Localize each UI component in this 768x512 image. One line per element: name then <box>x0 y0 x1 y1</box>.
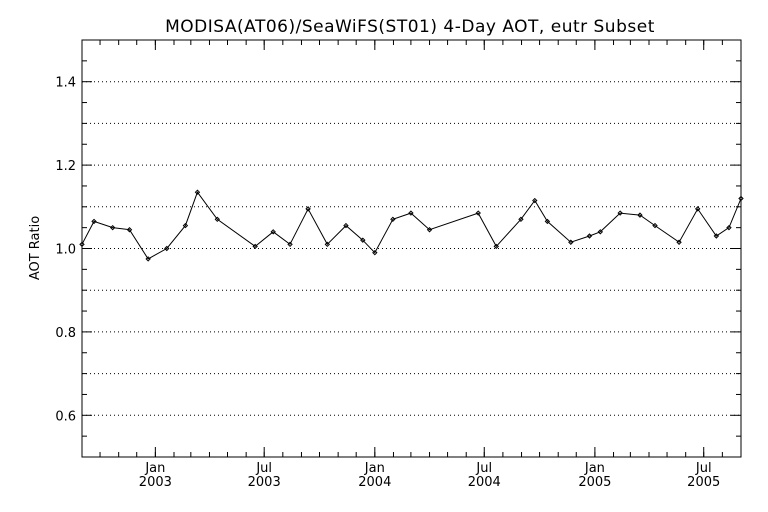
plot-frame <box>81 39 742 458</box>
x-tick-label-month: Jan <box>364 461 385 476</box>
y-tick-label: 1.2 <box>55 159 76 174</box>
x-tick-label-month: Jan <box>584 461 605 476</box>
x-tick-label-year: 2005 <box>578 475 611 490</box>
data-point <box>532 197 538 204</box>
data-point <box>79 241 85 248</box>
data-point <box>738 195 744 202</box>
x-tick-label-year: 2004 <box>358 475 391 490</box>
data-point <box>652 222 658 229</box>
x-tick-label-year: 2005 <box>687 475 720 490</box>
y-tick-label: 0.6 <box>55 409 76 424</box>
data-point <box>270 229 276 235</box>
data-point <box>676 239 682 245</box>
x-axis: Jan2003Jul2003Jan2004Jul2004Jan2005Jul20… <box>81 40 742 490</box>
data-point <box>372 249 378 256</box>
y-tick-label: 1.4 <box>55 76 76 91</box>
data-point <box>145 256 151 262</box>
data-point <box>164 245 170 252</box>
data-point <box>518 216 524 223</box>
chart-title: MODISA(AT06)/SeaWiFS(ST01) 4-Day AOT, eu… <box>165 17 655 37</box>
x-tick-label-year: 2003 <box>248 475 281 490</box>
data-point <box>637 212 643 218</box>
data-point <box>252 243 258 250</box>
x-tick-label-month: Jul <box>255 461 272 476</box>
data-point <box>408 210 414 216</box>
data-point <box>91 218 97 225</box>
x-tick-label-month: Jul <box>695 461 712 476</box>
y-axis-label: AOT Ratio <box>28 216 43 280</box>
data-point <box>695 206 701 212</box>
data-point <box>214 216 220 223</box>
y-axis: 0.6 0.8 1.0 1.2 1.4 <box>55 39 741 458</box>
data-point <box>305 206 311 212</box>
data-point <box>617 210 623 216</box>
data-point <box>713 233 720 239</box>
data-point <box>109 224 116 231</box>
y-tick-label: 1.0 <box>55 243 76 258</box>
data-point <box>493 243 499 250</box>
data-point <box>544 218 551 225</box>
data-point <box>182 222 189 229</box>
y-tick-label: 0.8 <box>55 326 76 341</box>
x-tick-label-month: Jul <box>475 461 492 476</box>
data-point <box>568 239 574 245</box>
series-group <box>79 189 744 262</box>
data-point <box>126 227 133 233</box>
data-point <box>390 216 396 223</box>
x-tick-label-month: Jan <box>144 461 165 476</box>
data-point <box>194 189 201 195</box>
data-point <box>586 233 593 239</box>
data-point <box>324 241 331 248</box>
data-point <box>726 224 732 231</box>
x-tick-label-year: 2003 <box>139 475 172 490</box>
grid-lines <box>82 81 741 416</box>
data-point <box>475 210 481 216</box>
data-point <box>426 227 433 233</box>
data-point <box>360 237 366 243</box>
x-tick-label-year: 2004 <box>468 475 501 490</box>
data-point <box>597 229 604 235</box>
series-line <box>82 191 741 260</box>
data-point <box>343 222 349 229</box>
data-point <box>287 241 293 248</box>
